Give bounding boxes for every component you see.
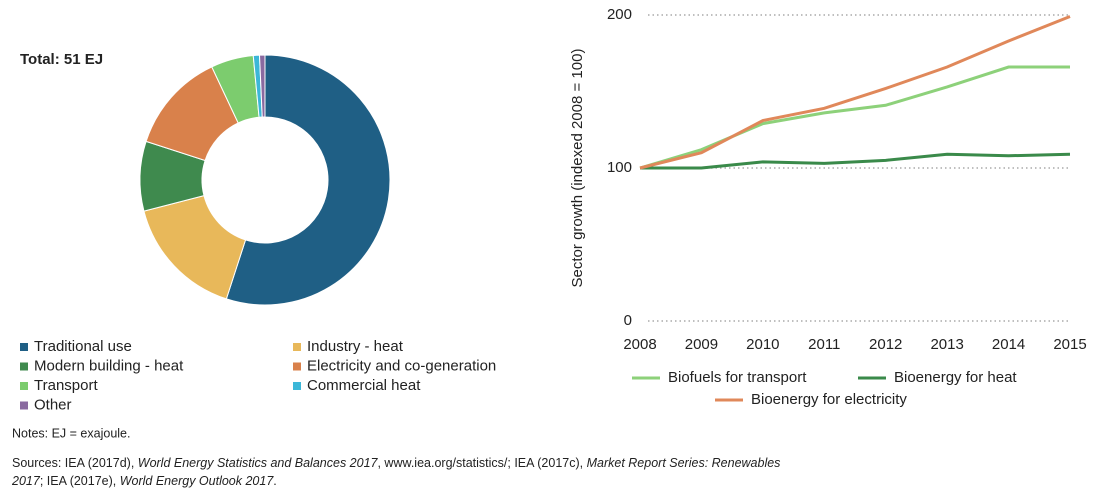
y-axis-label: Sector growth (indexed 2008 = 100)	[569, 49, 586, 288]
legend-label: Bioenergy for heat	[894, 369, 1017, 386]
y-tick-label: 0	[624, 312, 632, 329]
legend-label: Electricity and co-generation	[307, 357, 496, 374]
legend-swatch	[20, 362, 28, 371]
legend-label: Transport	[34, 377, 98, 394]
legend-swatch	[20, 382, 28, 390]
legend-swatch	[20, 343, 28, 351]
legend-label: Other	[34, 396, 72, 413]
sources-line: Sources: IEA (2017d), World Energy Stati…	[12, 456, 780, 470]
y-tick-label: 100	[607, 159, 632, 176]
x-tick-label: 2013	[930, 336, 963, 353]
donut-title: Total: 51 EJ	[20, 51, 103, 68]
legend-label: Industry - heat	[307, 338, 404, 355]
legend-label: Traditional use	[34, 338, 132, 355]
donut-segment	[143, 195, 247, 300]
source-part: .	[273, 474, 276, 488]
legend-swatch	[20, 401, 28, 410]
x-tick-label: 2014	[992, 336, 1025, 353]
y-tick-label: 200	[607, 6, 632, 23]
sources-line: 2017; IEA (2017e), World Energy Outlook …	[11, 474, 277, 488]
source-part: World Energy Statistics and Balances 201…	[138, 456, 379, 470]
source-part: , www.iea.org/statistics/; IEA (2017c),	[377, 456, 586, 470]
legend-swatch	[293, 362, 301, 371]
legend-swatch	[293, 343, 301, 351]
donut-segment	[258, 54, 266, 118]
x-tick-label: 2012	[869, 336, 902, 353]
legend-label: Commercial heat	[307, 377, 421, 394]
x-tick-label: 2015	[1053, 336, 1086, 353]
donut-segment	[225, 54, 391, 306]
legend-label: Modern building - heat	[34, 357, 184, 374]
x-tick-label: 2011	[808, 336, 840, 353]
source-part: Sources: IEA (2017d),	[12, 456, 138, 470]
x-tick-label: 2010	[746, 336, 779, 353]
legend-label: Biofuels for transport	[668, 369, 807, 386]
source-part: World Energy Outlook 2017	[120, 474, 275, 488]
source-part: Market Report Series: Renewables	[587, 456, 781, 470]
source-part: 2017	[11, 474, 41, 488]
x-tick-label: 2009	[685, 336, 718, 353]
legend-label: Bioenergy for electricity	[751, 391, 907, 408]
series-line	[639, 65, 1070, 170]
x-tick-label: 2008	[623, 336, 656, 353]
series-line	[640, 152, 1071, 170]
series-line	[639, 15, 1071, 170]
legend-swatch	[293, 382, 301, 390]
notes: Notes: EJ = exajoule.	[12, 426, 130, 440]
source-part: ; IEA (2017e),	[40, 474, 120, 488]
